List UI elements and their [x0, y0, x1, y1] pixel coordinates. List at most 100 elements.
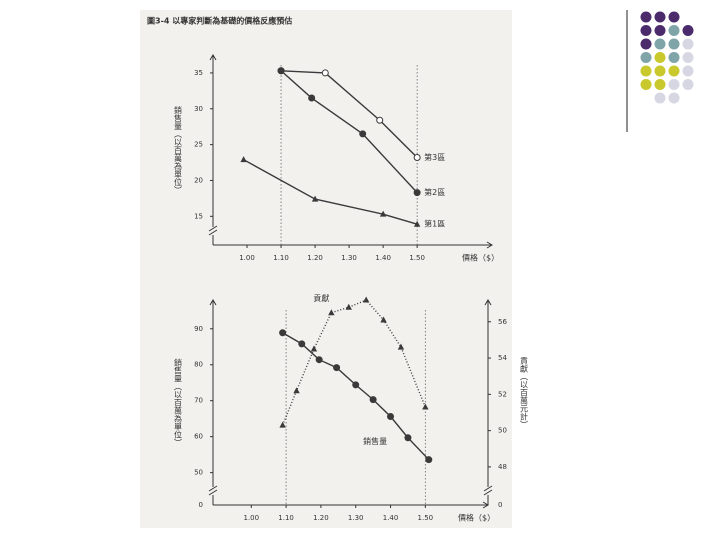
y-break-tick-label: 0 [199, 501, 203, 509]
dot [640, 65, 652, 77]
series-label: 貢獻 [313, 293, 329, 303]
series-label: 第1區 [424, 219, 445, 229]
axis-break [483, 485, 493, 496]
data-point [298, 340, 306, 348]
decoration-dots [640, 11, 694, 104]
data-point [387, 413, 395, 421]
y2-axis-label: 貢獻（以百萬元計） [520, 357, 529, 429]
y2-tick-label: 52 [498, 390, 507, 398]
data-point [369, 396, 377, 404]
dot [668, 25, 680, 36]
data-point [380, 316, 387, 323]
axis-break [208, 485, 218, 496]
y-tick-label: 90 [194, 325, 203, 333]
dot [668, 92, 680, 104]
series-label: 第3區 [424, 152, 445, 162]
dot [682, 65, 694, 77]
data-point [321, 69, 329, 77]
x-axis-label: 價格（$） [462, 253, 499, 263]
dot [654, 65, 666, 77]
y-tick-label: 20 [194, 176, 203, 184]
data-point [279, 421, 286, 428]
data-point [277, 67, 285, 75]
x-tick-label: 1.50 [409, 254, 425, 262]
x-tick-label: 1.00 [239, 254, 255, 262]
x-tick-label: 1.00 [243, 514, 259, 522]
data-point [422, 403, 429, 410]
x-tick-label: 1.10 [273, 254, 289, 262]
y-axis-arrow [209, 299, 217, 306]
data-point [308, 94, 316, 102]
dot [668, 52, 680, 63]
chart-title: 圖3-4 以專家判斷為基礎的價格反應預估 [147, 16, 292, 26]
dot [640, 11, 652, 23]
dot [640, 52, 652, 63]
dot [640, 25, 652, 36]
dot [668, 11, 680, 23]
dot [654, 79, 666, 90]
series-label: 第2區 [424, 187, 445, 197]
data-point [404, 434, 412, 442]
data-point [328, 309, 335, 316]
y2-tick-label: 48 [498, 463, 507, 471]
series-label: 銷售量 [363, 436, 387, 446]
y2-break-tick-label: 0 [498, 501, 502, 509]
data-point [413, 189, 421, 197]
x-tick-label: 1.40 [375, 254, 391, 262]
dot [640, 38, 652, 50]
y-axis-label: 銷售量（以百萬為單位） [174, 358, 183, 447]
series-line [243, 159, 418, 225]
dot [682, 79, 694, 90]
y2-axis-arrow [484, 299, 492, 306]
data-point [376, 116, 384, 124]
data-point [333, 364, 341, 372]
dot [654, 25, 666, 36]
dot [668, 79, 680, 90]
y-tick-label: 80 [194, 361, 203, 369]
x-axis-arrow [486, 241, 493, 249]
dot [668, 65, 680, 77]
y2-tick-label: 56 [498, 318, 507, 326]
data-point [315, 356, 323, 364]
data-point [397, 343, 405, 350]
data-point [362, 296, 370, 303]
x-tick-label: 1.30 [348, 514, 364, 522]
dot [654, 11, 666, 23]
dot [668, 38, 680, 50]
x-tick-label: 1.30 [341, 254, 357, 262]
data-point [240, 156, 247, 163]
y-axis-arrow [209, 54, 217, 61]
dot [682, 52, 694, 63]
dot [640, 79, 652, 90]
dot [682, 38, 694, 50]
dot [654, 38, 666, 50]
y-tick-label: 60 [194, 433, 203, 441]
data-point [413, 220, 421, 227]
y-axis-label: 銷售量（以百萬為單位） [174, 105, 183, 194]
dot [682, 25, 694, 36]
data-point [379, 210, 387, 217]
y-tick-label: 15 [194, 212, 203, 220]
data-point [310, 345, 318, 352]
data-point [359, 130, 367, 138]
dot [654, 52, 666, 63]
series-line [280, 70, 418, 194]
x-tick-label: 1.10 [278, 514, 294, 522]
data-point [425, 456, 433, 464]
x-tick-label: 1.20 [307, 254, 323, 262]
series-line [281, 70, 418, 159]
scan-background [140, 10, 512, 528]
x-tick-label: 1.40 [383, 514, 399, 522]
dot [654, 92, 666, 104]
y-tick-label: 25 [194, 141, 203, 149]
data-point [413, 154, 421, 162]
x-tick-label: 1.20 [313, 514, 329, 522]
series-line [281, 299, 426, 426]
axis-break [208, 225, 218, 236]
data-point [293, 387, 300, 394]
x-tick-label: 1.50 [418, 514, 434, 522]
data-point [345, 303, 352, 310]
y2-tick-label: 54 [498, 354, 507, 362]
y-tick-label: 35 [194, 69, 203, 77]
